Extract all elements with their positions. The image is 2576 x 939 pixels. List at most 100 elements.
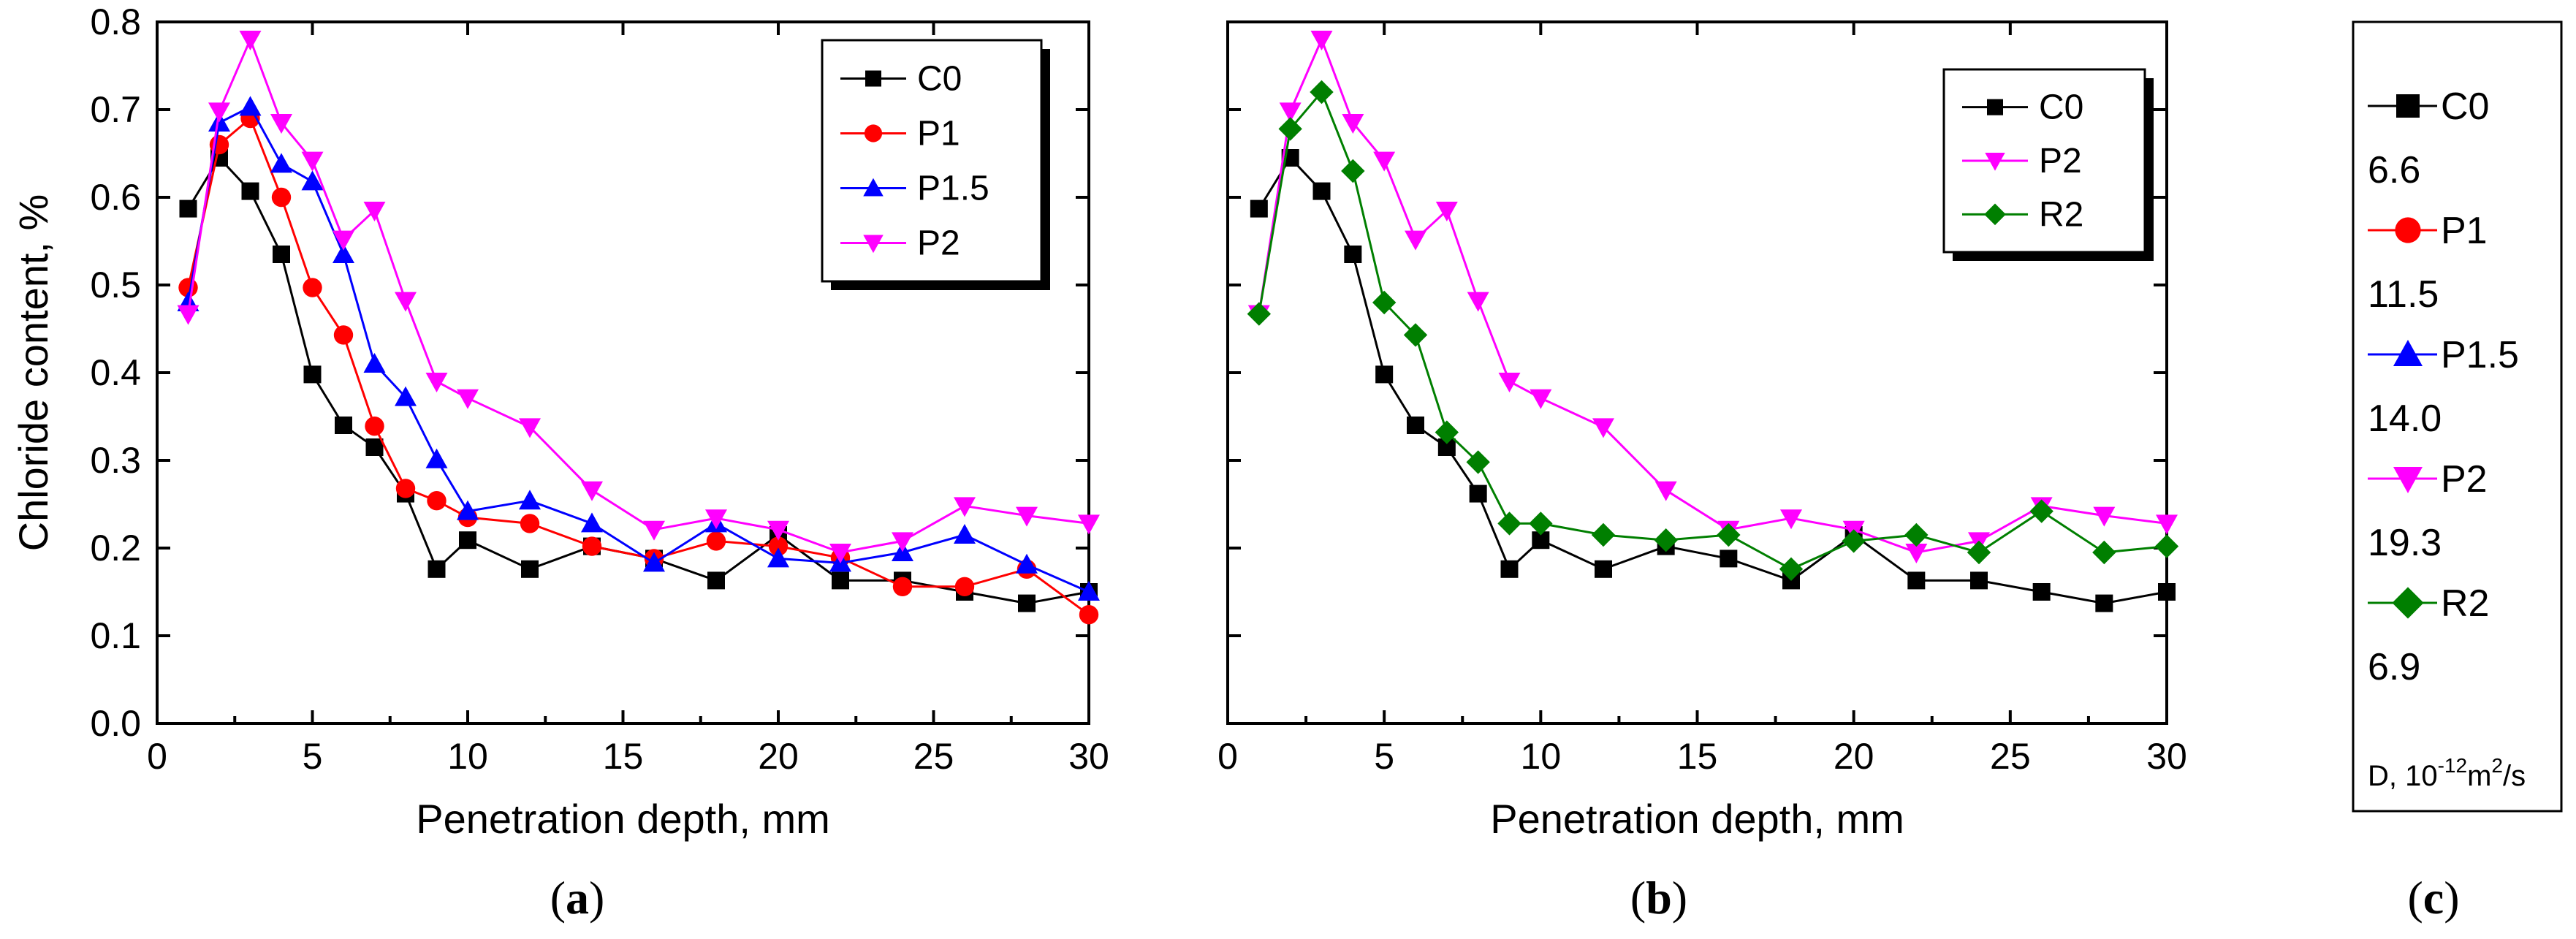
series-line-R2 — [1258, 90, 2167, 571]
data-point-P2 — [1405, 230, 1426, 251]
caption-b: (b) — [1630, 872, 1687, 924]
data-point-R2 — [1247, 302, 1272, 326]
data-point-C0 — [459, 531, 476, 550]
data-point-P2 — [519, 418, 541, 438]
data-point-C0 — [241, 182, 259, 200]
data-point-R2 — [2029, 499, 2053, 523]
data-point-P2 — [829, 544, 851, 563]
data-point-R2 — [1372, 290, 1397, 315]
data-point-P1 — [520, 514, 540, 533]
legend-marker-C0 — [865, 70, 881, 87]
data-point-C0 — [1312, 182, 1331, 200]
data-point-P1.5 — [1016, 553, 1038, 574]
data-point-P2 — [1654, 481, 1677, 501]
data-point-P2 — [1016, 506, 1038, 527]
key-marker-R2 — [2392, 587, 2424, 619]
data-point-P2 — [705, 509, 727, 530]
legend-marker-P2 — [1985, 153, 2005, 171]
data-point-P2 — [767, 520, 789, 541]
legend-label-P2: P2 — [2039, 142, 2082, 180]
legend-marker-P2 — [863, 235, 884, 254]
data-point-C0 — [2095, 594, 2113, 612]
key-marker-P1 — [2395, 217, 2421, 243]
data-point-R2 — [1341, 159, 1365, 183]
data-point-R2 — [1466, 450, 1490, 474]
x-tick-label: 20 — [758, 736, 799, 777]
data-point-P2 — [1530, 389, 1552, 409]
data-point-C0 — [1500, 560, 1519, 578]
data-point-C0 — [707, 571, 725, 590]
key-label-C0: C0 — [2441, 85, 2489, 128]
data-point-P2 — [1592, 418, 1614, 438]
series-line-P2 — [1258, 37, 2167, 554]
data-point-R2 — [1779, 557, 1804, 581]
x-tick-label: 0 — [147, 736, 167, 777]
data-point-P1.5 — [1078, 581, 1100, 601]
x-tick-label: 20 — [1834, 736, 1874, 777]
data-point-C0 — [1375, 365, 1394, 384]
key-label-P1.5: P1.5 — [2441, 334, 2519, 376]
y-tick-label: 0.5 — [90, 265, 141, 305]
data-point-R2 — [2092, 540, 2116, 565]
data-point-R2 — [1403, 323, 1428, 347]
legend-label-P2: P2 — [917, 224, 960, 263]
x-tick-label: 10 — [1521, 736, 1562, 777]
chart-panel-a: 0 5 10 15 20 25 30 0.0 0.1 0.2 0.3 0.4 0.5 0.6 0.7 0.8 P… — [10, 1, 1109, 842]
data-point-P2 — [581, 481, 603, 501]
data-point-P2 — [301, 151, 324, 172]
data-point-C0 — [832, 571, 849, 590]
data-point-P2 — [2156, 514, 2178, 535]
data-point-R2 — [2154, 534, 2179, 558]
caption-a: (a) — [550, 872, 605, 924]
data-point-C0 — [521, 560, 539, 578]
data-point-P1 — [954, 577, 975, 596]
key-box — [2352, 20, 2563, 813]
data-point-C0 — [2158, 583, 2176, 601]
legend-label-R2: R2 — [2039, 195, 2083, 234]
data-point-P1.5 — [767, 547, 789, 568]
caption-c: (c) — [2407, 872, 2459, 924]
data-point-P1 — [333, 325, 354, 345]
data-point-P2 — [1905, 544, 1928, 563]
key-value-R2: 6.9 — [2368, 646, 2420, 688]
key-marker-P2 — [2393, 467, 2423, 493]
y-tick-label: 0.1 — [90, 615, 141, 656]
data-point-C0 — [179, 199, 197, 218]
data-point-R2 — [1278, 117, 1302, 141]
data-point-P1.5 — [643, 552, 665, 572]
data-point-P2 — [1435, 202, 1458, 221]
data-point-P2 — [1279, 102, 1302, 123]
data-point-C0 — [1407, 417, 1424, 434]
data-point-P2 — [892, 532, 913, 552]
data-point-C0 — [303, 365, 322, 384]
diffusion-unit-label: D, 10-12m2/s — [2368, 754, 2526, 792]
x-tick-label: 25 — [913, 736, 954, 777]
data-point-P1 — [582, 536, 602, 556]
y-tick-label: 0.7 — [90, 89, 141, 130]
x-tick-label: 15 — [1677, 736, 1718, 777]
data-point-P2 — [954, 497, 976, 517]
data-point-P1.5 — [581, 512, 603, 533]
data-point-P1.5 — [457, 500, 479, 520]
key-value-P2: 19.3 — [2368, 522, 2442, 564]
series-line-C0 — [187, 156, 1090, 605]
key-value-C0: 6.6 — [2368, 149, 2420, 191]
data-point-R2 — [1842, 529, 1866, 553]
legend-label-C0: C0 — [2039, 88, 2083, 127]
key-marker-P1.5 — [2393, 340, 2423, 366]
data-point-P2 — [2093, 506, 2116, 527]
x-tick-label: 15 — [603, 736, 644, 777]
data-point-C0 — [273, 246, 290, 263]
y-tick-label: 0.0 — [90, 703, 141, 744]
legend-box — [821, 39, 1043, 283]
data-point-R2 — [1967, 540, 1991, 565]
data-point-P1.5 — [954, 524, 976, 544]
series-line-P2 — [187, 36, 1090, 554]
data-point-C0 — [1907, 571, 1926, 590]
data-point-P1.5 — [301, 170, 324, 191]
data-point-P2 — [1780, 509, 1802, 530]
key-marker-C0 — [2396, 94, 2420, 118]
legend-marker-C0 — [1987, 99, 2003, 115]
data-point-P2 — [1078, 514, 1100, 535]
data-point-C0 — [1469, 484, 1487, 503]
